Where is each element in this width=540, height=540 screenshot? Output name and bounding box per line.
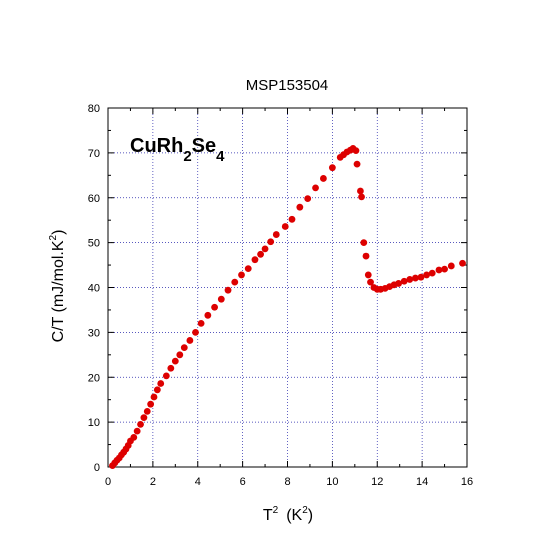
- data-point: [186, 337, 194, 344]
- data-point: [137, 420, 144, 428]
- y-tick-label: 40: [88, 283, 100, 295]
- data-point: [261, 245, 269, 253]
- x-axis-label-text: T: [263, 507, 273, 524]
- compound-label: CuRh2Se4: [130, 135, 225, 165]
- x-tick-label: 4: [195, 476, 201, 488]
- plot-frame: [107, 107, 468, 468]
- data-point: [296, 203, 304, 211]
- data-point: [288, 215, 296, 223]
- y-tick-label: 50: [88, 238, 100, 250]
- data-point: [447, 262, 455, 270]
- data-point: [133, 427, 141, 435]
- data-point: [140, 414, 148, 422]
- data-point: [411, 274, 419, 282]
- data-point: [352, 147, 360, 155]
- data-point: [406, 276, 414, 283]
- y-tick-label: 0: [94, 462, 100, 474]
- data-point: [143, 407, 151, 415]
- data-point: [312, 184, 319, 192]
- x-axis-label: T2 (K2): [263, 505, 313, 524]
- x-axis-label-sup: 2: [273, 505, 279, 516]
- grid: [108, 108, 467, 467]
- data-point: [267, 238, 275, 246]
- data-point: [417, 273, 425, 281]
- data-point: [435, 266, 443, 274]
- x-tick-label: 14: [416, 476, 428, 488]
- y-tick-label: 10: [88, 417, 100, 429]
- data-point: [211, 303, 218, 311]
- data-point: [217, 295, 225, 303]
- data-point: [400, 277, 408, 285]
- data-point: [358, 193, 365, 201]
- data-point: [423, 271, 431, 279]
- axis-ticks: 0 2 4 6 8 10 12 14 16 0 10 20 30 40 50 60 70 80: [88, 103, 473, 488]
- data-point: [428, 269, 436, 277]
- x-tick-label: 12: [371, 476, 383, 488]
- y-axis-label-sup: 2: [48, 234, 59, 240]
- data-point: [395, 280, 402, 287]
- y-tick-label: 20: [88, 372, 100, 384]
- data-point: [441, 265, 448, 273]
- x-tick-label: 2: [150, 476, 156, 488]
- x-axis-unit-close: ): [308, 507, 313, 524]
- compound-part-4: 4: [216, 148, 225, 165]
- x-tick-label: 8: [284, 476, 290, 488]
- compound-part-1: CuRh: [130, 135, 183, 157]
- compound-part-2: 2: [183, 148, 191, 165]
- data-point: [257, 250, 264, 258]
- data-point: [167, 364, 175, 372]
- y-tick-label: 70: [88, 148, 100, 160]
- data-point: [357, 187, 364, 195]
- data-point: [459, 259, 466, 267]
- data-point: [367, 278, 374, 286]
- data-point: [353, 160, 361, 168]
- x-tick-label: 0: [105, 476, 111, 488]
- y-axis-label-close: ): [50, 230, 67, 235]
- data-point: [150, 393, 158, 401]
- data-point: [197, 320, 205, 327]
- data-point: [244, 265, 252, 273]
- data-point: [364, 271, 372, 279]
- data-point: [224, 286, 232, 294]
- data-point: [272, 231, 280, 238]
- data-point: [176, 351, 184, 359]
- data-point: [231, 278, 239, 286]
- x-tick-label: 16: [461, 476, 473, 488]
- y-axis-label-text: C/T (mJ/mol.K: [50, 240, 67, 342]
- data-point: [162, 372, 170, 380]
- x-tick-label: 6: [240, 476, 246, 488]
- y-tick-label: 30: [88, 327, 100, 339]
- chart-title: MSP153504: [246, 77, 329, 94]
- x-axis-unit-open: (K: [286, 507, 302, 524]
- data-point: [362, 252, 370, 260]
- data-point: [360, 239, 368, 247]
- data-point: [238, 271, 245, 279]
- x-axis-unit-sup: 2: [302, 505, 308, 516]
- data-point: [204, 311, 212, 319]
- data-point: [171, 357, 179, 365]
- data-point: [304, 195, 312, 203]
- data-point: [192, 328, 199, 336]
- data-point: [328, 164, 336, 172]
- compound-part-3: Se: [192, 135, 216, 157]
- data-point: [251, 256, 259, 264]
- data-point: [153, 386, 161, 394]
- data-point: [281, 223, 289, 230]
- data-point: [157, 380, 165, 387]
- y-tick-label: 80: [88, 103, 100, 115]
- data-series: [109, 144, 466, 470]
- data-point: [130, 433, 138, 441]
- data-point: [320, 175, 327, 182]
- data-point: [180, 344, 188, 352]
- data-point: [147, 400, 155, 408]
- x-tick-label: 10: [326, 476, 338, 488]
- y-tick-label: 60: [88, 193, 100, 205]
- y-axis-label: C/T (mJ/mol.K2): [48, 230, 67, 343]
